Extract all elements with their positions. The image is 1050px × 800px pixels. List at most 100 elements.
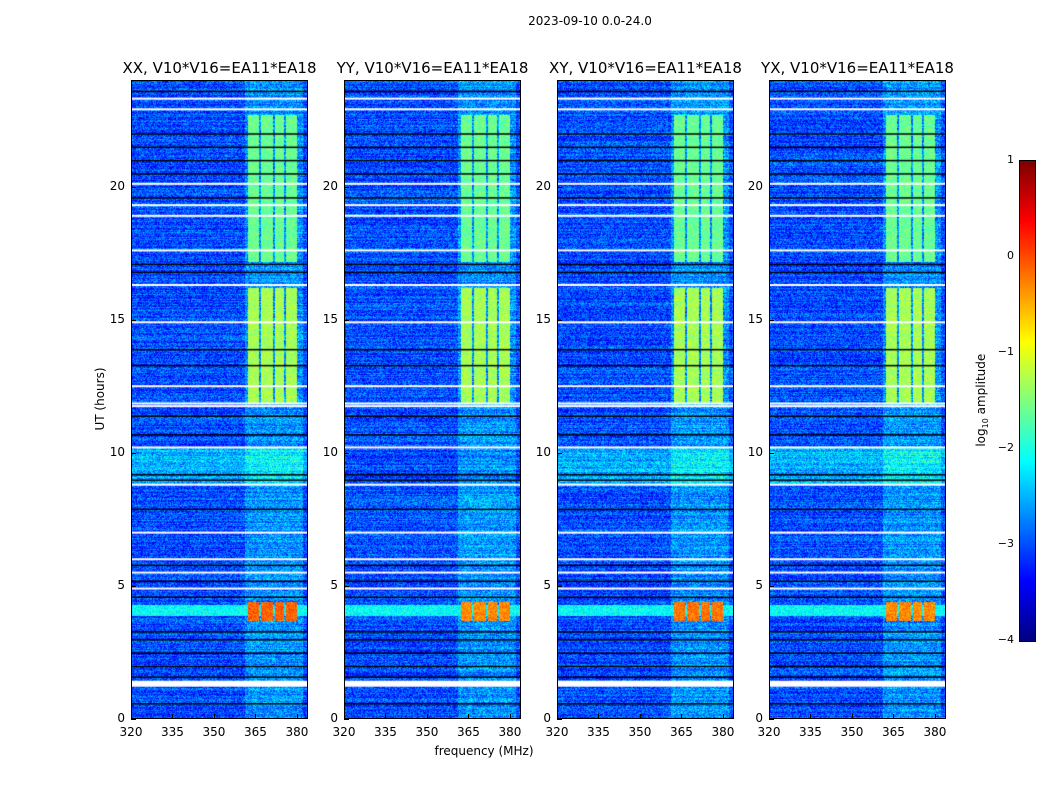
y-tick-mark (344, 186, 349, 188)
x-tick-mark (255, 714, 257, 719)
x-tick-mark (296, 714, 298, 719)
x-tick-label: 320 (332, 725, 356, 739)
y-tick-label: 0 (330, 711, 338, 725)
y-tick-label: 20 (535, 178, 551, 193)
axes-frame (131, 80, 308, 719)
y-tick-mark (769, 585, 774, 587)
panel-title: YY, V10*V16=EA11*EA18 (336, 59, 529, 77)
axes-frame (344, 80, 521, 719)
axes-frame (769, 80, 946, 719)
figure-title: 2023-09-10 0.0-24.0 (528, 14, 652, 28)
y-tick-label: 10 (747, 444, 763, 459)
colorbar-label: log10 amplitude (973, 353, 991, 447)
y-tick-label: 10 (535, 444, 551, 459)
panel-title: XY, V10*V16=EA11*EA18 (549, 59, 742, 77)
x-tick-mark (639, 714, 641, 719)
y-tick-mark (131, 585, 136, 587)
spectrogram-panel: XX, V10*V16=EA11*EA18 320 335 350 365 380 0 5 10… (110, 59, 317, 739)
y-tick-label: 10 (109, 444, 125, 459)
x-tick-mark (426, 714, 428, 719)
y-tick-mark (769, 319, 774, 321)
y-tick-mark (344, 319, 349, 321)
y-tick-label: 0 (117, 711, 125, 725)
colorbar-tick-label: −2 (997, 441, 1014, 454)
x-tick-label: 335 (374, 725, 397, 739)
spectrogram-panel: YX, V10*V16=EA11*EA18 320 335 350 365 380 0 5 10… (748, 59, 954, 739)
x-tick-label: 380 (923, 725, 947, 739)
y-tick-mark (769, 186, 774, 188)
y-tick-label: 5 (117, 577, 125, 592)
colorbar-tick-label: −3 (997, 537, 1014, 550)
y-tick-mark (557, 585, 562, 587)
heatmap-image (769, 80, 946, 719)
y-tick-label: 20 (109, 178, 125, 193)
y-tick-mark (344, 585, 349, 587)
heatmap-image (131, 80, 308, 719)
y-tick-label: 15 (535, 311, 551, 326)
x-tick-mark (509, 714, 511, 719)
x-tick-label: 350 (202, 725, 226, 739)
y-axis-label: UT (hours) (93, 367, 107, 431)
y-tick-label: 20 (322, 178, 338, 193)
x-tick-label: 320 (757, 725, 781, 739)
y-tick-label: 0 (543, 711, 551, 725)
y-tick-mark (131, 186, 136, 188)
x-tick-label: 365 (457, 725, 480, 739)
y-tick-mark (344, 719, 349, 720)
x-tick-mark (893, 714, 895, 719)
y-tick-mark (557, 719, 562, 720)
x-tick-mark (385, 714, 387, 719)
x-tick-label: 350 (415, 725, 439, 739)
panel-title: YX, V10*V16=EA11*EA18 (761, 59, 954, 77)
colorbar (1019, 160, 1036, 642)
y-tick-label: 10 (322, 444, 338, 459)
x-tick-mark (213, 714, 215, 719)
y-tick-label: 5 (330, 577, 338, 592)
x-tick-label: 320 (545, 725, 569, 739)
x-tick-mark (172, 714, 174, 719)
x-tick-mark (934, 714, 936, 719)
x-tick-label: 365 (670, 725, 693, 739)
x-tick-label: 380 (285, 725, 309, 739)
y-tick-mark (131, 319, 136, 321)
y-tick-label: 20 (747, 178, 763, 193)
x-tick-mark (557, 714, 558, 719)
y-tick-label: 15 (747, 311, 763, 326)
x-tick-label: 335 (161, 725, 184, 739)
panel-title: XX, V10*V16=EA11*EA18 (122, 59, 317, 77)
colorbar-tick-label: 1 (1007, 153, 1014, 166)
spectrogram-panel: YY, V10*V16=EA11*EA18 320 335 350 365 380 0 5 10… (323, 59, 529, 739)
colorbar-tick-label: 0 (1007, 249, 1014, 262)
y-tick-mark (131, 452, 136, 454)
x-tick-label: 365 (882, 725, 905, 739)
y-tick-mark (557, 186, 562, 188)
heatmap-image (344, 80, 521, 719)
y-tick-label: 15 (322, 311, 338, 326)
x-tick-mark (468, 714, 470, 719)
axes-frame (557, 80, 734, 719)
x-tick-label: 350 (840, 725, 864, 739)
x-tick-label: 350 (628, 725, 652, 739)
x-tick-label: 365 (244, 725, 267, 739)
x-axis-label: frequency (MHz) (434, 744, 534, 758)
x-tick-mark (851, 714, 853, 719)
y-tick-mark (131, 719, 136, 720)
x-tick-mark (131, 714, 132, 719)
x-tick-label: 380 (711, 725, 735, 739)
colorbar-tick-label: −1 (997, 345, 1014, 358)
x-tick-mark (344, 714, 345, 719)
heatmap-image (557, 80, 734, 719)
y-tick-mark (557, 319, 562, 321)
y-tick-mark (769, 719, 774, 720)
y-tick-label: 15 (109, 311, 125, 326)
x-tick-mark (598, 714, 600, 719)
x-tick-label: 380 (498, 725, 522, 739)
x-tick-label: 320 (119, 725, 143, 739)
x-tick-mark (722, 714, 724, 719)
x-tick-mark (681, 714, 683, 719)
y-tick-label: 5 (543, 577, 551, 592)
x-tick-label: 335 (587, 725, 610, 739)
y-tick-label: 0 (755, 711, 763, 725)
y-tick-mark (344, 452, 349, 454)
